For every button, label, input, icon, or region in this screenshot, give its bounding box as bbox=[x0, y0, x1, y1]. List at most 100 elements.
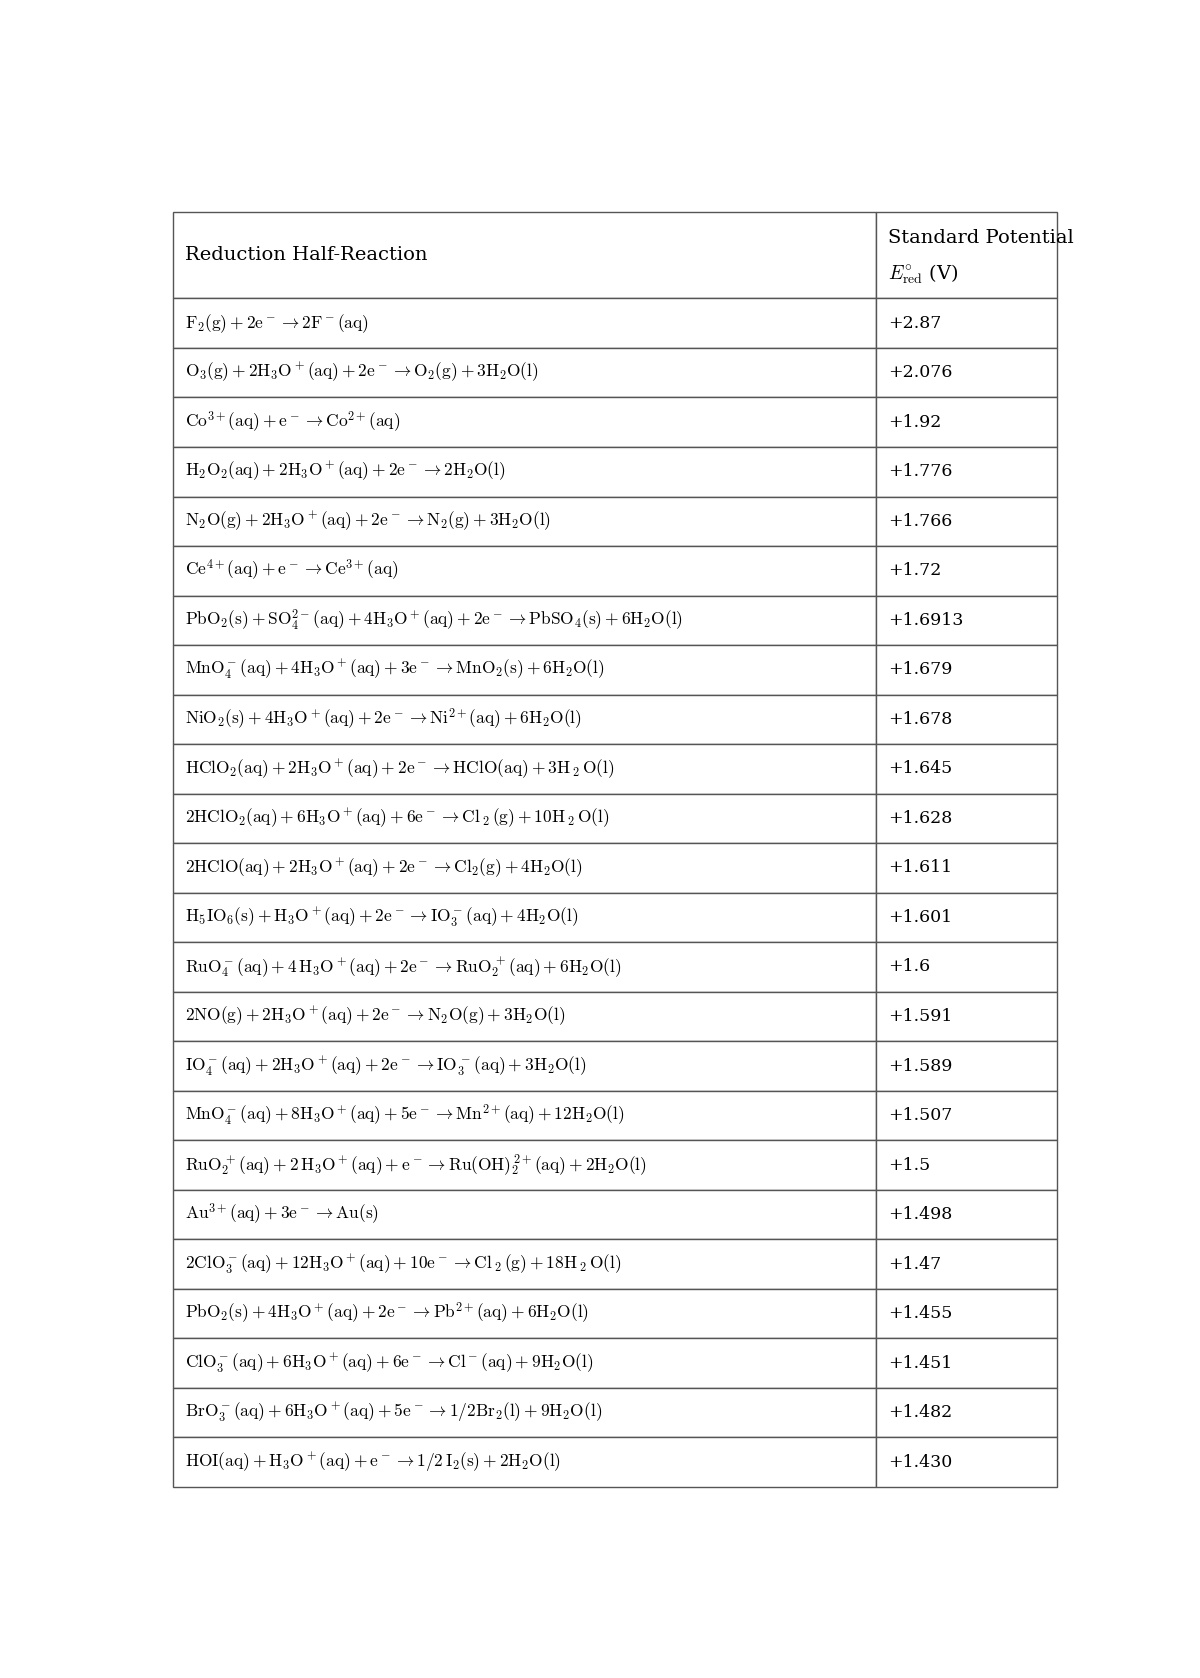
Bar bbox=[876, 347, 1057, 398]
Text: $\mathrm{2ClO_3^-(aq) + 12H_3O^+(aq) + 10e^- \rightarrow Cl\,_2\,(g) + 18H\,_2\,: $\mathrm{2ClO_3^-(aq) + 12H_3O^+(aq) + 1… bbox=[185, 1252, 622, 1275]
Bar bbox=[173, 347, 876, 398]
Bar bbox=[173, 596, 876, 644]
Text: +1.645: +1.645 bbox=[888, 760, 952, 777]
Text: +1.776: +1.776 bbox=[888, 463, 952, 480]
Text: $\mathrm{MnO_4^-(aq) + 8H_3O^+(aq) + 5e^- \rightarrow Mn^{2+}(aq) + 12H_2O(l)}$: $\mathrm{MnO_4^-(aq) + 8H_3O^+(aq) + 5e^… bbox=[185, 1102, 625, 1128]
Text: +1.455: +1.455 bbox=[888, 1305, 952, 1322]
Bar bbox=[173, 1438, 876, 1487]
Text: $\mathrm{RuO_2^{\,+}(aq) + 2\,H_3O^+(aq) + e^- \rightarrow Ru(OH)_2^{\,2+}(aq) +: $\mathrm{RuO_2^{\,+}(aq) + 2\,H_3O^+(aq)… bbox=[185, 1153, 647, 1178]
Bar bbox=[876, 211, 1057, 299]
Text: +1.498: +1.498 bbox=[888, 1206, 952, 1223]
Text: +1.482: +1.482 bbox=[888, 1404, 952, 1421]
Bar bbox=[173, 943, 876, 992]
Bar bbox=[876, 1190, 1057, 1240]
Text: $\mathrm{O_3(g) + 2H_3O^+(aq) + 2e^- \rightarrow O_2(g) + 3H_2O(l)}$: $\mathrm{O_3(g) + 2H_3O^+(aq) + 2e^- \ri… bbox=[185, 361, 539, 384]
Text: +1.507: +1.507 bbox=[888, 1107, 952, 1124]
Text: $\mathrm{RuO_4^-(aq) + 4\,H_3O^+(aq) + 2e^- \rightarrow RuO_2^{\,+}(aq) + 6H_2O(: $\mathrm{RuO_4^-(aq) + 4\,H_3O^+(aq) + 2… bbox=[185, 955, 622, 978]
Text: $\mathrm{NiO_2(s) + 4H_3O^+(aq) + 2e^- \rightarrow Ni^{2+}(aq) + 6H_2O(l)}$: $\mathrm{NiO_2(s) + 4H_3O^+(aq) + 2e^- \… bbox=[185, 706, 582, 732]
Bar bbox=[876, 695, 1057, 743]
Bar bbox=[173, 893, 876, 943]
Text: +1.6: +1.6 bbox=[888, 958, 930, 975]
Text: +1.6913: +1.6913 bbox=[888, 612, 964, 629]
Text: $\mathrm{HClO_2(aq) + 2H_3O^+(aq) + 2e^- \rightarrow HClO(aq) + 3H\,_2\,O(l)}$: $\mathrm{HClO_2(aq) + 2H_3O^+(aq) + 2e^-… bbox=[185, 757, 614, 780]
Text: +1.451: +1.451 bbox=[888, 1354, 952, 1371]
Text: +1.678: +1.678 bbox=[888, 711, 952, 728]
Bar bbox=[173, 794, 876, 842]
Text: $\mathrm{PbO_2(s) + SO_4^{2-}(aq) + 4H_3O^+(aq) + 2e^- \rightarrow PbSO_4(s) + 6: $\mathrm{PbO_2(s) + SO_4^{2-}(aq) + 4H_3… bbox=[185, 607, 684, 633]
Bar bbox=[173, 695, 876, 743]
Bar bbox=[876, 1339, 1057, 1388]
Text: $\mathrm{IO_4^-(aq) + 2H_3O^+(aq) + 2e^- \rightarrow IO_3^{\,-}(aq) + 3H_2O(l)}$: $\mathrm{IO_4^-(aq) + 2H_3O^+(aq) + 2e^-… bbox=[185, 1054, 587, 1077]
Bar bbox=[173, 1042, 876, 1091]
Bar bbox=[876, 644, 1057, 695]
Text: $\mathrm{F_2(g) + 2e^- \rightarrow 2F^-(aq)}$: $\mathrm{F_2(g) + 2e^- \rightarrow 2F^-(… bbox=[185, 312, 370, 334]
Bar bbox=[173, 1339, 876, 1388]
Text: Reduction Half-Reaction: Reduction Half-Reaction bbox=[185, 247, 428, 263]
Bar bbox=[173, 1091, 876, 1141]
Bar bbox=[173, 644, 876, 695]
Bar bbox=[876, 743, 1057, 794]
Text: $\mathrm{N_2O(g) + 2H_3O^+(aq) + 2e^- \rightarrow N_2(g) + 3H_2O(l)}$: $\mathrm{N_2O(g) + 2H_3O^+(aq) + 2e^- \r… bbox=[185, 510, 552, 534]
Bar bbox=[876, 893, 1057, 943]
Text: $\mathrm{2HClO_2(aq) + 6H_3O^+(aq) + 6e^- \rightarrow Cl\,_2\,(g) + 10H\,_2\,O(l: $\mathrm{2HClO_2(aq) + 6H_3O^+(aq) + 6e^… bbox=[185, 807, 610, 831]
Text: $\mathrm{MnO_4^-(aq) + 4H_3O^+(aq) + 3e^- \rightarrow MnO_2(s) + 6H_2O(l)}$: $\mathrm{MnO_4^-(aq) + 4H_3O^+(aq) + 3e^… bbox=[185, 658, 605, 681]
Bar bbox=[876, 1141, 1057, 1190]
Bar bbox=[876, 1091, 1057, 1141]
Bar bbox=[876, 1388, 1057, 1438]
Text: $\mathrm{H_5IO_6(s) + H_3O^+(aq) + 2e^- \rightarrow IO_3^-(aq) + 4H_2O(l)}$: $\mathrm{H_5IO_6(s) + H_3O^+(aq) + 2e^- … bbox=[185, 906, 578, 930]
Bar bbox=[173, 545, 876, 596]
Bar bbox=[173, 1190, 876, 1240]
Bar bbox=[876, 1042, 1057, 1091]
Text: $E_{\mathrm{red}}^{\circ}$ (V): $E_{\mathrm{red}}^{\circ}$ (V) bbox=[888, 262, 958, 287]
Bar bbox=[876, 1240, 1057, 1289]
Bar bbox=[173, 1289, 876, 1339]
Bar bbox=[173, 446, 876, 497]
Text: +1.766: +1.766 bbox=[888, 513, 952, 530]
Text: $\mathrm{Au^{3+}(aq) + 3e^- \rightarrow Au(s)}$: $\mathrm{Au^{3+}(aq) + 3e^- \rightarrow … bbox=[185, 1201, 379, 1227]
Bar bbox=[876, 596, 1057, 644]
Bar bbox=[876, 943, 1057, 992]
Bar bbox=[173, 842, 876, 893]
Bar bbox=[173, 1240, 876, 1289]
Text: +1.628: +1.628 bbox=[888, 810, 952, 827]
Bar bbox=[876, 1289, 1057, 1339]
Text: +1.430: +1.430 bbox=[888, 1453, 952, 1470]
Text: Standard Potential: Standard Potential bbox=[888, 228, 1074, 247]
Text: +1.589: +1.589 bbox=[888, 1057, 952, 1074]
Bar bbox=[173, 398, 876, 446]
Bar bbox=[173, 1388, 876, 1438]
Text: +1.679: +1.679 bbox=[888, 661, 952, 678]
Bar bbox=[876, 842, 1057, 893]
Text: $\mathrm{2HClO(aq) + 2H_3O^+(aq) + 2e^- \rightarrow Cl_2(g) + 4H_2O(l)}$: $\mathrm{2HClO(aq) + 2H_3O^+(aq) + 2e^- … bbox=[185, 856, 583, 879]
Text: $\mathrm{H_2O_2(aq) + 2H_3O^+(aq) + 2e^- \rightarrow 2H_2O(l)}$: $\mathrm{H_2O_2(aq) + 2H_3O^+(aq) + 2e^-… bbox=[185, 460, 506, 483]
Bar bbox=[876, 398, 1057, 446]
Text: +1.601: +1.601 bbox=[888, 909, 952, 926]
Text: $\mathrm{2NO(g) + 2H_3O^+(aq) + 2e^- \rightarrow N_2O(g) + 3H_2O(l)}$: $\mathrm{2NO(g) + 2H_3O^+(aq) + 2e^- \ri… bbox=[185, 1005, 565, 1029]
Bar bbox=[876, 794, 1057, 842]
Text: $\mathrm{HOI(aq) + H_3O^+(aq) + e^- \rightarrow 1/2\,I_2(s) + 2H_2O(l)}$: $\mathrm{HOI(aq) + H_3O^+(aq) + e^- \rig… bbox=[185, 1450, 562, 1473]
Bar bbox=[173, 743, 876, 794]
Bar bbox=[876, 992, 1057, 1042]
Text: +1.591: +1.591 bbox=[888, 1008, 952, 1025]
Text: +1.47: +1.47 bbox=[888, 1255, 941, 1272]
Text: $\mathrm{ClO_3^-(aq) + 6H_3O^+(aq) + 6e^- \rightarrow Cl^-(aq) + 9H_2O(l)}$: $\mathrm{ClO_3^-(aq) + 6H_3O^+(aq) + 6e^… bbox=[185, 1351, 594, 1374]
Bar bbox=[173, 299, 876, 347]
Bar bbox=[876, 497, 1057, 545]
Text: $\mathrm{Ce^{4+}(aq) + e^- \rightarrow Ce^{3+}(aq)}$: $\mathrm{Ce^{4+}(aq) + e^- \rightarrow C… bbox=[185, 559, 398, 584]
Text: $\mathrm{PbO_2(s) + 4H_3O^+(aq) + 2e^- \rightarrow Pb^{2+}(aq) + 6H_2O(l)}$: $\mathrm{PbO_2(s) + 4H_3O^+(aq) + 2e^- \… bbox=[185, 1300, 589, 1326]
Text: +1.92: +1.92 bbox=[888, 414, 941, 431]
Bar bbox=[173, 1141, 876, 1190]
Bar bbox=[876, 299, 1057, 347]
Bar bbox=[876, 1438, 1057, 1487]
Bar bbox=[173, 211, 876, 299]
Text: $\mathrm{BrO_3^-(aq) + 6H_3O^+(aq) + 5e^- \rightarrow 1/2Br_2(l) + 9H_2O(l)}$: $\mathrm{BrO_3^-(aq) + 6H_3O^+(aq) + 5e^… bbox=[185, 1401, 602, 1425]
Text: +1.611: +1.611 bbox=[888, 859, 952, 876]
Text: +2.076: +2.076 bbox=[888, 364, 952, 381]
Text: +1.5: +1.5 bbox=[888, 1156, 930, 1173]
Text: $\mathrm{Co^{3+}(aq) + e^- \rightarrow Co^{2+}(aq)}$: $\mathrm{Co^{3+}(aq) + e^- \rightarrow C… bbox=[185, 409, 401, 435]
Text: +2.87: +2.87 bbox=[888, 315, 941, 332]
Bar bbox=[173, 992, 876, 1042]
Bar bbox=[876, 545, 1057, 596]
Bar bbox=[173, 497, 876, 545]
Bar bbox=[876, 446, 1057, 497]
